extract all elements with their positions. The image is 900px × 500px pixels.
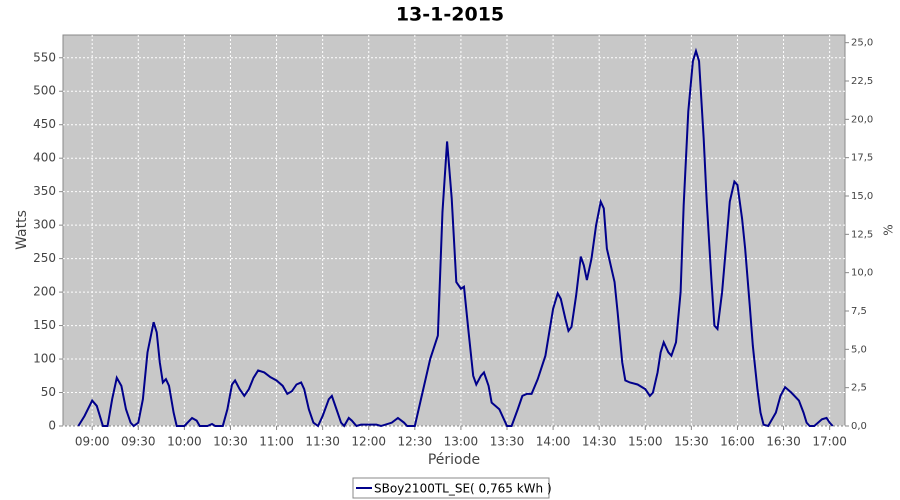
x-tick-label: 13:00 [444, 435, 479, 449]
legend-label: SBoy2100TL_SE( 0,765 kWh ) [374, 482, 552, 496]
y2-tick-label: 2,5 [851, 383, 867, 394]
y2-tick-label: 15,0 [851, 191, 873, 202]
x-tick-label: 10:00 [167, 435, 202, 449]
x-tick-label: 12:00 [351, 435, 386, 449]
y-axis-label: Watts [14, 210, 30, 250]
y2-tick-label: 5,0 [851, 344, 867, 355]
x-tick-label: 15:30 [674, 435, 709, 449]
legend [352, 477, 550, 499]
x-tick-label: 09:30 [121, 435, 156, 449]
x-tick-label: 11:00 [259, 435, 294, 449]
x-tick-label: 14:30 [582, 435, 617, 449]
y-tick-label: 500 [33, 84, 56, 98]
y-tick-label: 150 [33, 318, 56, 332]
y-tick-label: 250 [33, 251, 56, 265]
y2-tick-label: 12,5 [851, 229, 873, 240]
y-tick-label: 200 [33, 285, 56, 299]
y2-tick-label: 7,5 [851, 306, 867, 317]
y2-tick-label: 25,0 [851, 38, 873, 49]
chart-title: 13-1-2015 [396, 4, 504, 26]
y-tick-label: 400 [33, 151, 56, 165]
x-tick-label: 14:00 [536, 435, 571, 449]
y2-tick-label: 20,0 [851, 114, 873, 125]
y-tick-label: 350 [33, 184, 56, 198]
x-axis-label: Période [428, 452, 480, 468]
x-tick-label: 11:30 [305, 435, 340, 449]
x-tick-label: 09:00 [75, 435, 110, 449]
x-tick-label: 13:30 [490, 435, 525, 449]
y2-axis-label: % [882, 224, 896, 235]
y-tick-label: 450 [33, 117, 56, 131]
x-tick-label: 10:30 [213, 435, 248, 449]
x-tick-label: 17:00 [812, 435, 847, 449]
y2-tick-label: 22,5 [851, 76, 873, 87]
x-tick-label: 12:30 [398, 435, 433, 449]
y-tick-label: 0 [48, 419, 56, 433]
y-tick-label: 300 [33, 218, 56, 232]
x-tick-label: 16:30 [766, 435, 801, 449]
series-line [77, 47, 834, 428]
y2-tick-label: 0,0 [851, 421, 867, 432]
y2-tick-label: 17,5 [851, 153, 873, 164]
x-tick-label: 16:00 [720, 435, 755, 449]
y-tick-label: 550 [33, 50, 56, 64]
x-tick-label: 15:00 [628, 435, 663, 449]
y2-tick-label: 10,0 [851, 268, 873, 279]
y-tick-label: 100 [33, 352, 56, 366]
y-tick-label: 50 [41, 385, 56, 399]
